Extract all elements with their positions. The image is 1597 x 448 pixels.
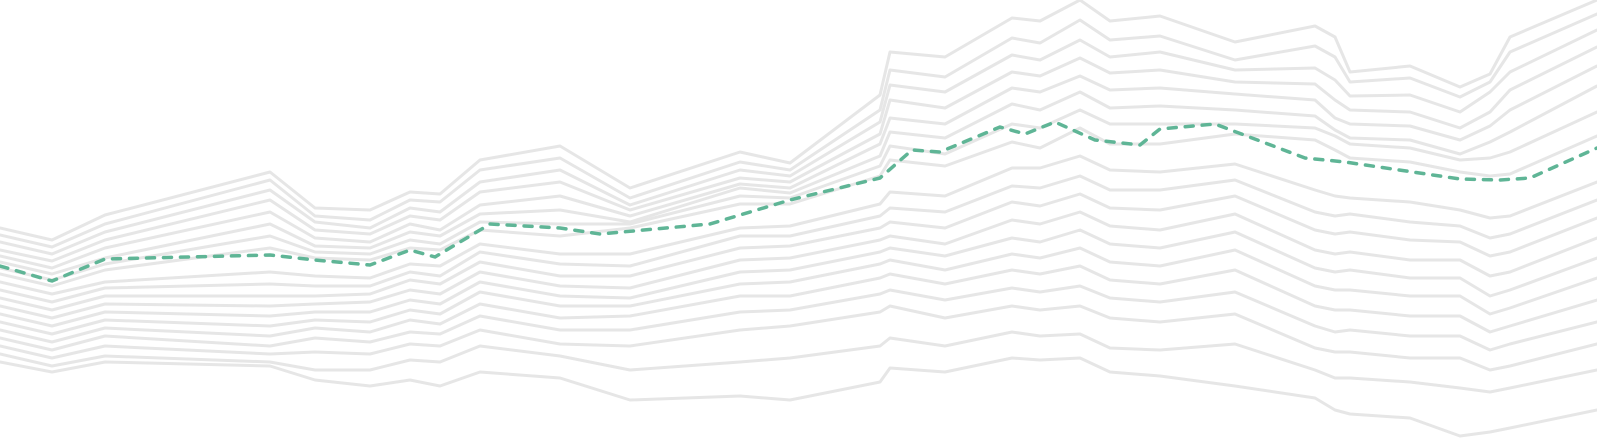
wave-line <box>0 246 1597 336</box>
wave-line <box>0 264 1597 344</box>
wave-line <box>0 228 1597 328</box>
wave-line <box>0 174 1597 304</box>
wave-line <box>0 0 1597 242</box>
wave-line <box>0 126 1597 288</box>
wave-line <box>0 304 1597 372</box>
wave-line <box>0 192 1597 312</box>
highlighted-wave-line <box>0 120 1597 283</box>
wave-line <box>0 12 1597 249</box>
wave-line <box>0 64 1597 270</box>
wave-line <box>0 330 1597 394</box>
wave-line <box>0 284 1597 352</box>
wave-line <box>0 356 1597 438</box>
wave-line <box>0 154 1597 296</box>
wave-line <box>0 45 1597 263</box>
wave-line <box>0 210 1597 320</box>
wave-line <box>0 84 1597 276</box>
wave-lines-group <box>0 0 1597 438</box>
wave-line <box>0 28 1597 256</box>
